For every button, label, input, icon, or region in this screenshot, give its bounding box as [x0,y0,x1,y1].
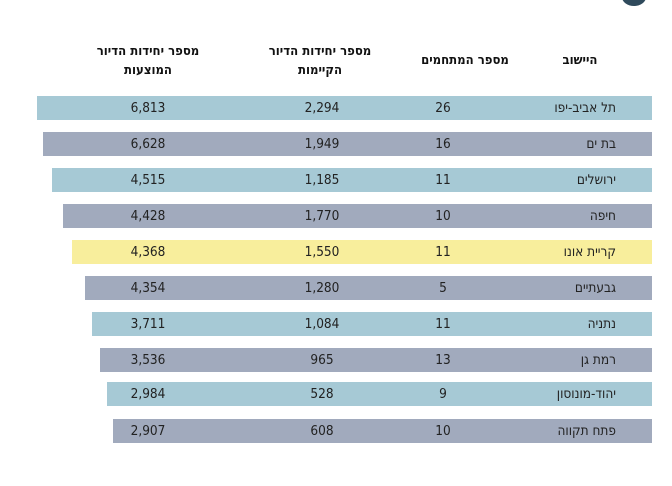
table-row: בת ים 16 1,949 6,628 [43,132,652,156]
city-name: חיפה [589,208,616,224]
planned-units: 4,428 [130,208,166,224]
city-name: נתניה [587,316,616,332]
table-row: ירושלים 11 1,185 4,515 [52,168,652,192]
header-competitions: מספר המתחמים [421,53,509,68]
city-name: תל אביב-יפו [554,100,616,116]
corner-badge [622,0,646,6]
city-name: קריית אונו [563,244,616,260]
competitions-count: 13 [435,352,451,368]
competitions-count: 11 [435,316,451,332]
existing-units: 1,185 [304,172,340,188]
planned-units: 2,984 [130,386,166,402]
table-row: נתניה 11 1,084 3,711 [92,312,652,336]
competitions-count: 16 [435,136,451,152]
existing-units: 965 [310,352,334,368]
city-name: יהוד-מונוסון [556,386,616,402]
table-row: תל אביב-יפו 26 2,294 6,813 [37,96,652,120]
existing-units: 1,770 [304,208,340,224]
header-planned-units: מספר יחידות הדיור המוצעות [96,44,200,78]
table-row-highlighted: קריית אונו 11 1,550 4,368 [72,240,652,264]
competitions-count: 9 [439,386,447,402]
city-name: גבעתיים [574,280,616,296]
table-row: רמת גן 13 965 3,536 [100,348,652,372]
existing-units: 608 [310,423,334,439]
city-name: פתח תקווה [557,423,616,439]
existing-units: 528 [310,386,334,402]
planned-units: 6,813 [130,100,166,116]
existing-units: 1,949 [304,136,340,152]
table-row: חיפה 10 1,770 4,428 [63,204,652,228]
planned-units: 6,628 [130,136,166,152]
planned-units: 3,536 [130,352,166,368]
competitions-count: 10 [435,423,451,439]
table-row: פתח תקווה 10 608 2,907 [113,419,652,443]
header-existing-units: מספר יחידות הדיור הקיימות [268,44,372,78]
city-name: רמת גן [580,352,616,368]
planned-units: 4,368 [130,244,166,260]
city-name: ירושלים [576,172,616,188]
planned-units: 2,907 [130,423,166,439]
city-name: בת ים [586,136,616,152]
existing-units: 1,084 [304,316,340,332]
planned-units: 4,354 [130,280,166,296]
planned-units: 3,711 [130,316,166,332]
competitions-count: 11 [435,172,451,188]
existing-units: 1,550 [304,244,340,260]
planned-units: 4,515 [130,172,166,188]
competitions-count: 26 [435,100,451,116]
header-city: היישוב [562,53,598,68]
table-row: גבעתיים 5 1,280 4,354 [85,276,652,300]
table-row: יהוד-מונוסון 9 528 2,984 [107,382,652,406]
competitions-count: 11 [435,244,451,260]
existing-units: 2,294 [304,100,340,116]
competitions-count: 10 [435,208,451,224]
competitions-count: 5 [439,280,447,296]
existing-units: 1,280 [304,280,340,296]
